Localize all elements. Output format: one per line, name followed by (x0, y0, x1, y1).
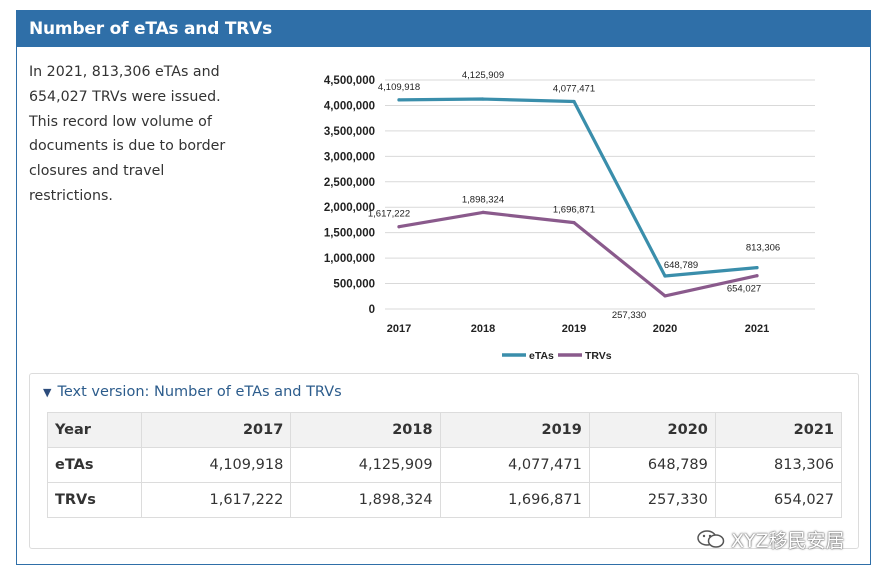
data-label: 813,306 (746, 243, 780, 254)
text-version-details: ▼ Text version: Number of eTAs and TRVs Y… (29, 373, 859, 549)
panel-title: Number of eTAs and TRVs (17, 11, 870, 47)
y-tick-label: 500,000 (333, 279, 375, 291)
header-cell: 2017 (141, 412, 292, 448)
x-tick-label: 2017 (387, 323, 411, 335)
text-version-label: Text version: Number of eTAs and TRVs (57, 384, 342, 400)
data-label: 1,696,871 (553, 205, 595, 216)
data-point-trvs (663, 294, 667, 298)
table-cell: 654,027 (714, 482, 843, 518)
data-label: 648,789 (664, 260, 698, 271)
y-tick-label: 4,500,000 (324, 75, 375, 87)
y-tick-label: 4,000,000 (324, 100, 375, 112)
data-label: 1,898,324 (462, 194, 504, 205)
data-label: 654,027 (727, 284, 761, 295)
legend-label: eTAs (529, 350, 554, 362)
data-point-etas (572, 99, 576, 104)
y-tick-label: 2,500,000 (324, 177, 375, 189)
row-label: TRVs (46, 482, 143, 518)
data-point-etas (755, 266, 759, 270)
y-tick-label: 3,000,000 (324, 151, 375, 163)
table-row: eTAs 4,109,918 4,125,909 4,077,471 648,7… (46, 447, 843, 483)
data-point-etas (663, 274, 667, 278)
triangle-down-icon: ▼ (43, 386, 52, 399)
row-label: eTAs (46, 447, 143, 483)
chart-description: In 2021, 813,306 eTAs and 654,027 TRVs w… (29, 64, 226, 204)
header-cell: Year (46, 412, 143, 448)
data-label: 4,109,918 (378, 82, 420, 93)
table-cell: 813,306 (714, 447, 843, 483)
data-point-trvs (397, 225, 401, 229)
data-point-etas (481, 97, 485, 101)
line-chart: 0 500,000 1,000,000 1,500,000 2,000,000 2,500… (324, 71, 815, 362)
x-tick-label: 2021 (745, 323, 769, 335)
y-tick-label: 0 (369, 304, 375, 316)
data-label: 4,125,909 (462, 71, 504, 81)
x-tick-label: 2019 (562, 323, 586, 335)
data-point-trvs (572, 221, 576, 225)
data-point-trvs (481, 210, 485, 214)
table-cell: 4,109,918 (141, 447, 292, 483)
table-cell: 257,330 (588, 482, 716, 518)
table-cell: 1,617,222 (141, 482, 292, 518)
header-cell: 2021 (714, 412, 843, 448)
x-tick-label: 2020 (653, 323, 677, 335)
watermark-text: XYZ移民安居 (731, 530, 845, 552)
y-tick-label: 3,500,000 (324, 126, 375, 138)
table-cell: 1,696,871 (439, 482, 590, 518)
data-label: 257,330 (612, 310, 646, 321)
wechat-icon (697, 530, 725, 548)
data-point-etas (397, 98, 401, 102)
table-cell: 648,789 (588, 447, 716, 483)
table-cell: 4,125,909 (290, 447, 441, 483)
header-cell: 2018 (290, 412, 441, 448)
table-cell: 4,077,471 (439, 447, 590, 483)
chart-panel: Number of eTAs and TRVs In 2021, 813,306… (16, 10, 871, 565)
data-label: 4,077,471 (553, 84, 595, 95)
y-tick-label: 1,000,000 (324, 253, 375, 265)
data-point-trvs (755, 274, 759, 278)
series-line-etas (397, 97, 759, 278)
table-row: TRVs 1,617,222 1,898,324 1,696,871 257,3… (46, 482, 843, 518)
x-tick-label: 2018 (471, 323, 495, 335)
legend-label: TRVs (585, 350, 612, 362)
table-cell: 1,898,324 (290, 482, 441, 518)
header-cell: 2019 (439, 412, 590, 448)
data-table: Year 2017 2018 2019 2020 2021 eTAs 4,109… (46, 412, 843, 518)
y-tick-label: 1,500,000 (324, 228, 375, 240)
y-tick-label: 2,000,000 (324, 202, 375, 214)
text-version-toggle[interactable]: ▼ Text version: Number of eTAs and TRVs (43, 384, 342, 400)
data-label: 1,617,222 (368, 209, 410, 220)
table-header-row: Year 2017 2018 2019 2020 2021 (46, 412, 843, 448)
header-cell: 2020 (588, 412, 716, 448)
